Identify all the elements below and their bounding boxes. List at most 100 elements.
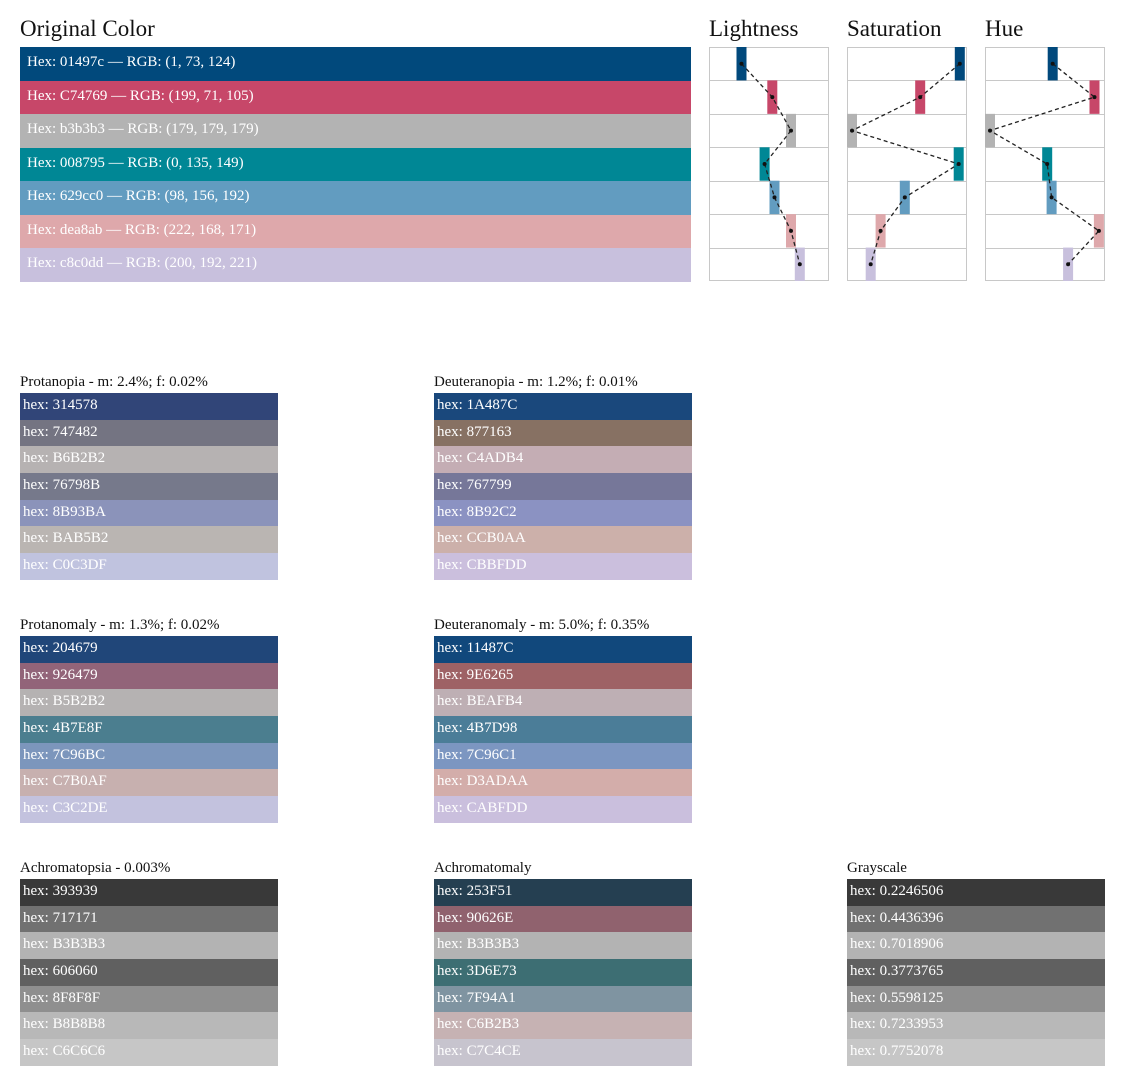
panel-frame [847, 47, 967, 281]
swatch-row: hex: C7B0AF [20, 769, 278, 797]
swatch-row: hex: C3C2DE [20, 796, 278, 823]
simulation-title: Protanomaly - m: 1.3%; f: 0.02% [20, 617, 220, 633]
hue-panel [985, 47, 1105, 281]
swatch-row: hex: CCB0AA [434, 526, 692, 554]
swatch-row: hex: B6B2B2 [20, 446, 278, 474]
data-point [988, 128, 992, 133]
data-point [797, 262, 802, 267]
swatch-row: hex: 90626E [434, 905, 692, 933]
data-point [1096, 228, 1101, 233]
swatch-row: hex: B3B3B3 [434, 932, 692, 960]
saturation-title: Saturation [847, 16, 942, 41]
swatch-row: hex: D3ADAA [434, 769, 692, 797]
swatch-row: hex: 7F94A1 [434, 985, 692, 1013]
protanopia-block: Protanopia - m: 2.4%; f: 0.02% hex: 31457… [20, 374, 278, 580]
data-point [1049, 195, 1054, 200]
swatch-row: hex: B5B2B2 [20, 689, 278, 717]
swatch-row: hex: C6B2B3 [434, 1012, 692, 1040]
swatch-row: hex: 606060 [20, 959, 278, 986]
data-point [1045, 162, 1050, 166]
data-point [956, 162, 961, 166]
data-point [878, 228, 883, 233]
data-point [1066, 262, 1071, 267]
swatch-row: hex: 9E6265 [434, 662, 692, 690]
lightness-panel [709, 47, 829, 281]
data-point [868, 262, 873, 267]
original-color-row: Hex: 629cc0 — RGB: (98, 156, 192) [20, 181, 691, 215]
data-point [1092, 95, 1097, 100]
lightness-chart [709, 47, 829, 281]
swatch-row: hex: 7C96C1 [434, 742, 692, 770]
swatch-row: hex: 8B92C2 [434, 499, 692, 527]
hue-title: Hue [985, 16, 1024, 41]
data-point [789, 228, 793, 233]
swatch-row: hex: 0.3773765 [847, 959, 1105, 986]
swatch-row: hex: C6C6C6 [20, 1039, 278, 1066]
data-point [770, 95, 775, 100]
saturation-chart [847, 47, 967, 281]
deuteranopia-block: Deuteranopia - m: 1.2%; f: 0.01% hex: 1A4… [434, 374, 692, 580]
swatch-row: hex: 4B7E8F [20, 716, 278, 743]
swatch-row: hex: CBBFDD [434, 553, 692, 580]
simulation-title: Achromatopsia - 0.003% [20, 860, 171, 876]
data-point [850, 128, 854, 133]
swatch-row: hex: B3B3B3 [20, 932, 278, 960]
achromatopsia-block: Achromatopsia - 0.003% hex: 393939 hex: 71… [20, 860, 278, 1066]
swatch-row: hex: 0.7752078 [847, 1039, 1105, 1066]
data-point [789, 128, 793, 133]
swatch-row: hex: 717171 [20, 905, 278, 933]
simulation-title: Deuteranomaly - m: 5.0%; f: 0.35% [434, 617, 650, 633]
original-color-row: Hex: dea8ab — RGB: (222, 168, 171) [20, 214, 691, 248]
swatch-row: hex: 747482 [20, 419, 278, 447]
swatch-row: hex: 8B93BA [20, 499, 278, 527]
achromatomaly-block: Achromatomaly hex: 253F51 hex: 90626E hex: … [434, 860, 692, 1066]
swatch-row: hex: 0.4436396 [847, 905, 1105, 933]
data-point [772, 195, 777, 200]
swatch-row: hex: 0.7233953 [847, 1012, 1105, 1040]
data-point [918, 95, 923, 100]
deuteranomaly-block: Deuteranomaly - m: 5.0%; f: 0.35% hex: 11… [434, 617, 692, 823]
data-point [1050, 61, 1055, 66]
data-point [739, 61, 744, 66]
swatch-row: hex: 11487C [434, 636, 692, 663]
data-point [957, 61, 962, 66]
swatch-row: hex: 926479 [20, 662, 278, 690]
saturation-panel [847, 47, 967, 281]
grayscale-block: Grayscale hex: 0.2246506 hex: 0.4436396 hex… [847, 860, 1105, 1066]
original-color-row: Hex: 01497c — RGB: (1, 73, 124) [20, 47, 691, 81]
swatch-row: hex: 1A487C [434, 393, 692, 420]
swatch-row: hex: C7C4CE [434, 1039, 692, 1066]
swatch-row: hex: C4ADB4 [434, 446, 692, 474]
lightness-title: Lightness [709, 16, 799, 41]
swatch-row: hex: 314578 [20, 393, 278, 420]
swatch-row: hex: B8B8B8 [20, 1012, 278, 1040]
swatch-row: hex: 7C96BC [20, 742, 278, 770]
simulation-title: Achromatomaly [434, 860, 532, 876]
swatch-row: hex: 204679 [20, 636, 278, 663]
original-color-row: Hex: b3b3b3 — RGB: (179, 179, 179) [20, 114, 691, 148]
protanomaly-block: Protanomaly - m: 1.3%; f: 0.02% hex: 2046… [20, 617, 278, 823]
hue-chart [985, 47, 1105, 281]
swatch-row: hex: BEAFB4 [434, 689, 692, 717]
data-point [762, 162, 767, 166]
swatch-row: hex: 4B7D98 [434, 716, 692, 743]
swatch-row: hex: 393939 [20, 879, 278, 906]
original-color-strip: Hex: 01497c — RGB: (1, 73, 124) Hex: C747… [20, 47, 691, 282]
swatch-row: hex: BAB5B2 [20, 526, 278, 554]
original-color-title: Original Color [20, 16, 155, 41]
swatch-row: hex: CABFDD [434, 796, 692, 823]
simulation-title: Protanopia - m: 2.4%; f: 0.02% [20, 374, 208, 390]
original-color-row: Hex: 008795 — RGB: (0, 135, 149) [20, 147, 691, 181]
swatch-row: hex: 8F8F8F [20, 985, 278, 1013]
data-point [902, 195, 907, 200]
original-color-row: Hex: c8c0dd — RGB: (200, 192, 221) [20, 248, 691, 282]
swatch-row: hex: 877163 [434, 419, 692, 447]
swatch-row: hex: C0C3DF [20, 553, 278, 580]
simulation-title: Deuteranopia - m: 1.2%; f: 0.01% [434, 374, 638, 390]
swatch-row: hex: 0.5598125 [847, 985, 1105, 1013]
swatch-row: hex: 253F51 [434, 879, 692, 906]
swatch-row: hex: 0.2246506 [847, 879, 1105, 906]
swatch-row: hex: 767799 [434, 473, 692, 500]
original-color-row: Hex: C74769 — RGB: (199, 71, 105) [20, 80, 691, 114]
swatch-row: hex: 76798B [20, 473, 278, 500]
